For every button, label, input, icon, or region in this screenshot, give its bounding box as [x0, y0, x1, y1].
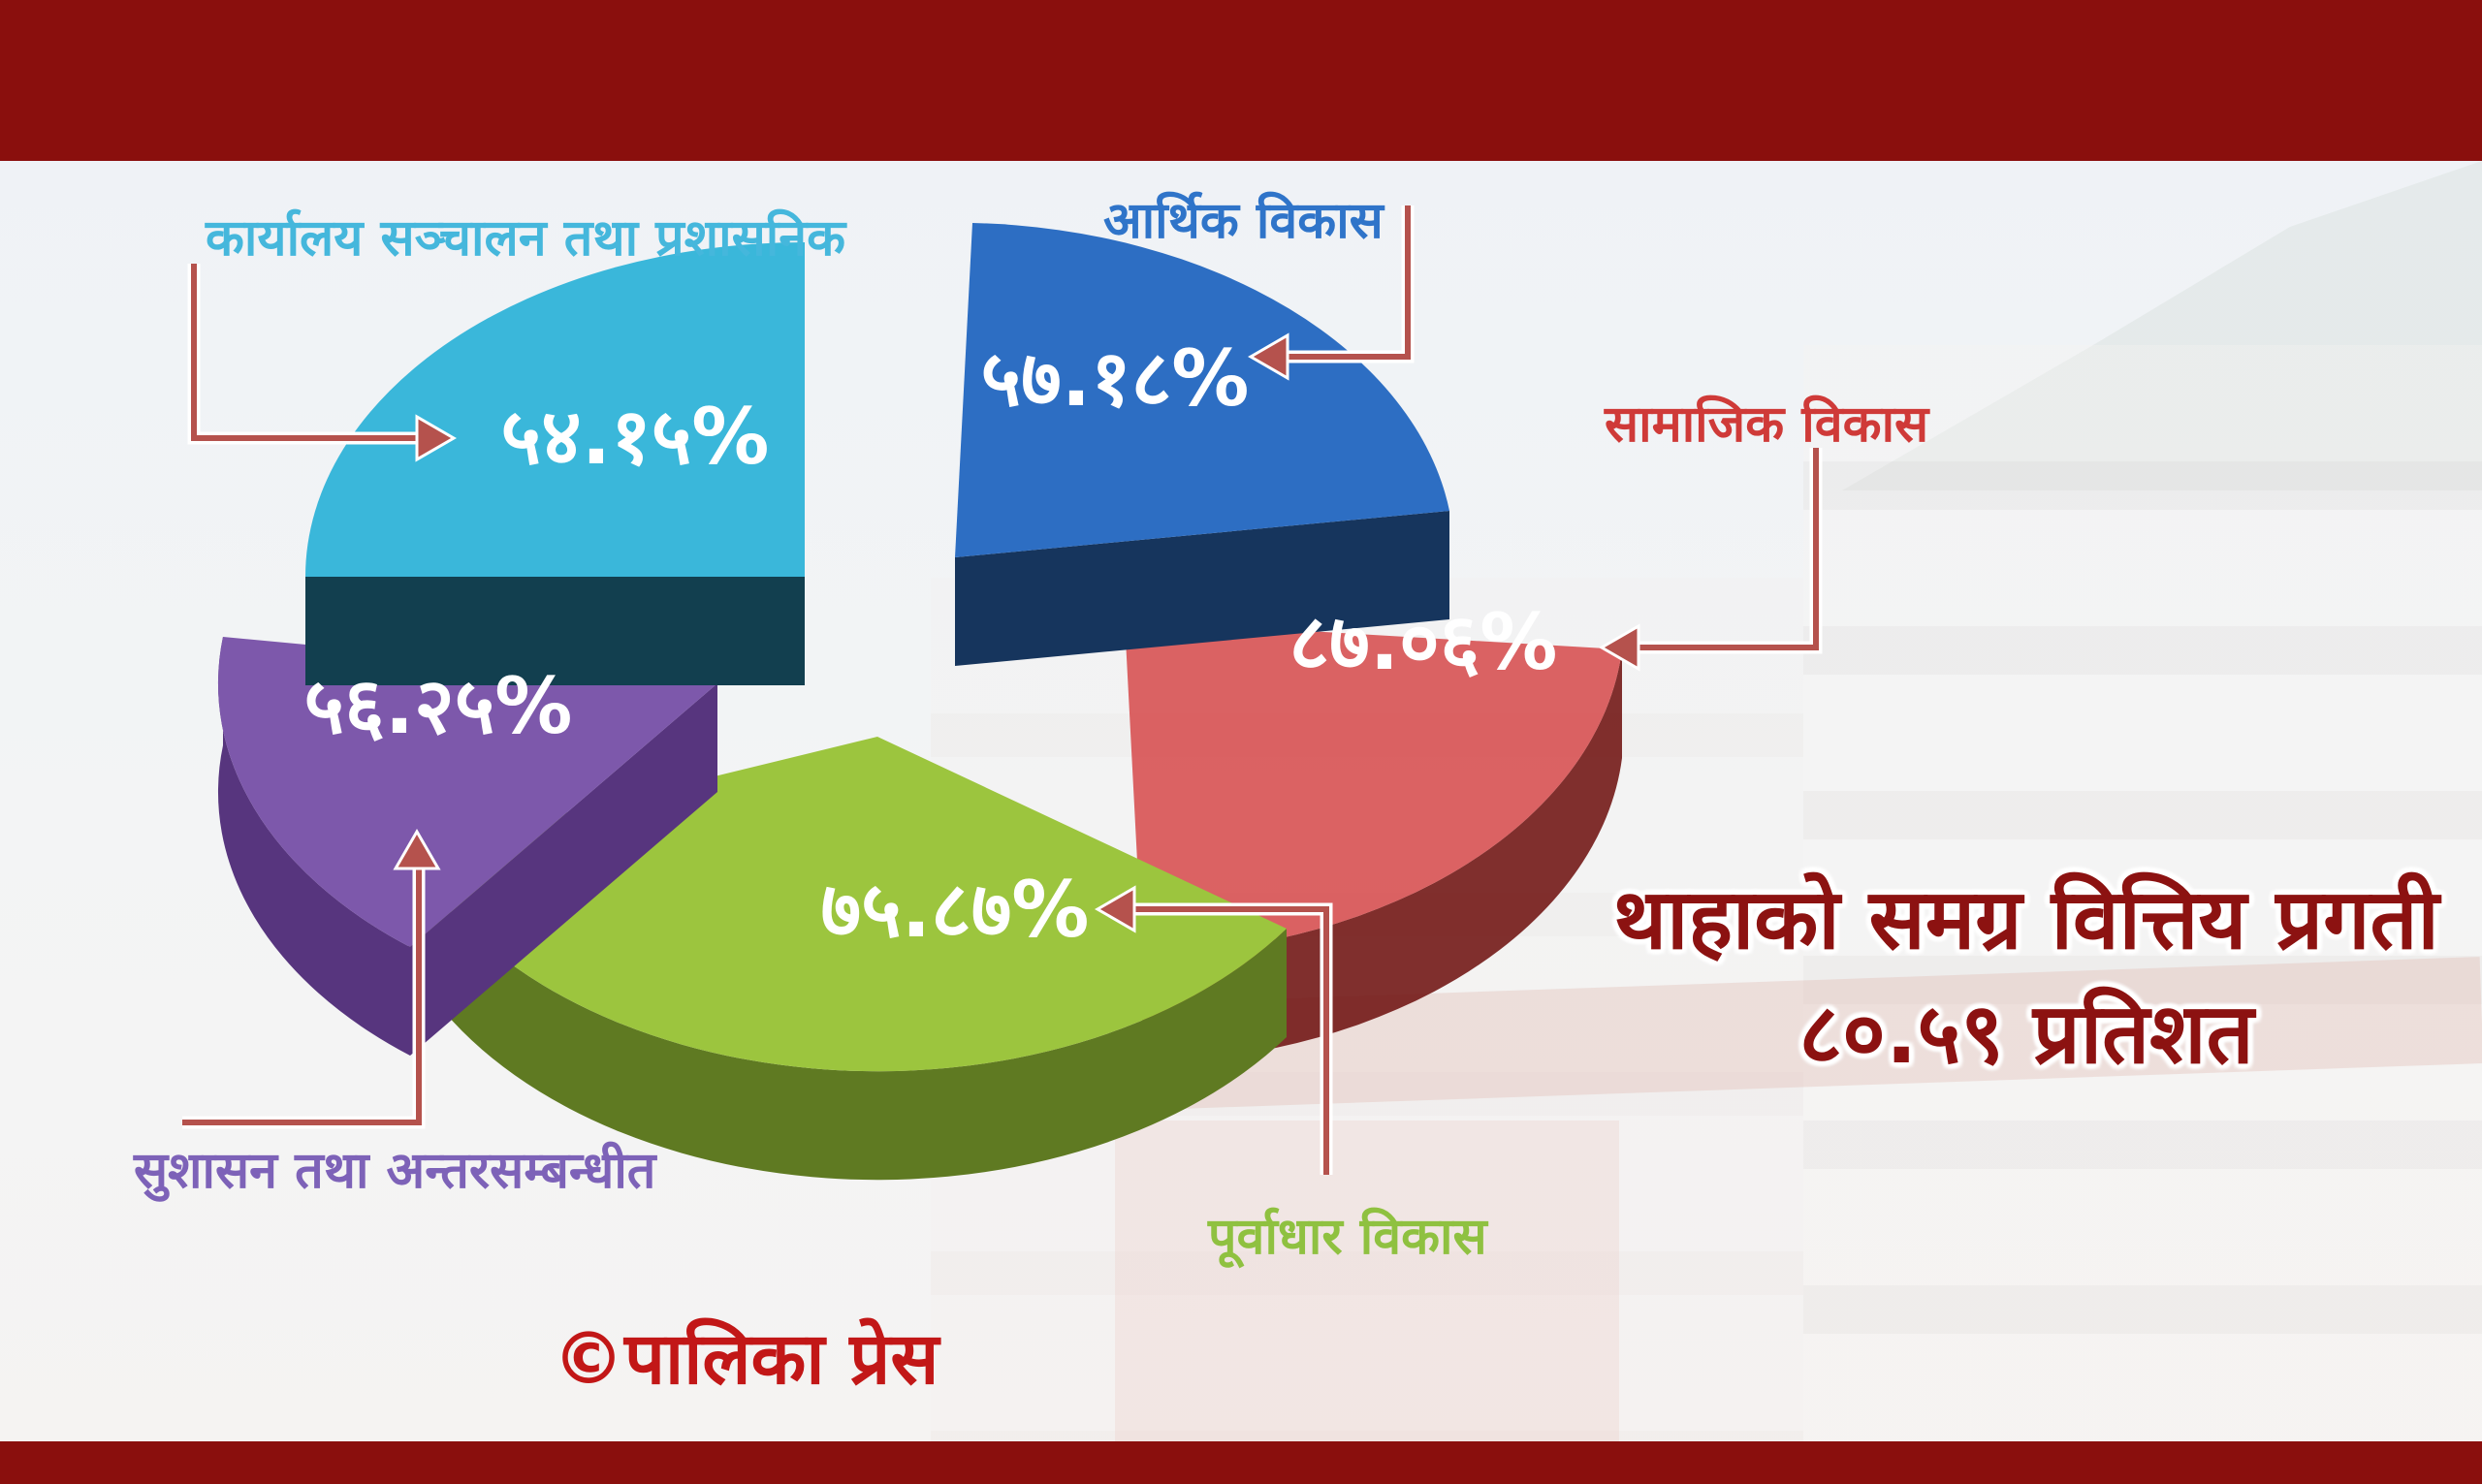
top-maroon-band	[0, 0, 2482, 161]
pie-slice-governance-top	[217, 637, 718, 947]
pie-slice-economic-side	[955, 511, 1449, 666]
callout-office-administration: कार्यालय सञ्चालन तथा प्रशासनिक	[206, 209, 846, 268]
arrow-left-icon	[1599, 623, 1640, 672]
leader-good-governance	[182, 829, 441, 1129]
arrow-left-icon	[1095, 885, 1136, 933]
pie-slice-office-side	[305, 577, 805, 685]
leader-economic-development	[1248, 205, 1415, 381]
value-label-social-development: ८७.०६%	[1289, 597, 1558, 687]
pie-slice-social-top	[1125, 620, 1622, 955]
pie-slice-economic-top	[955, 223, 1449, 557]
arrow-left-icon	[1248, 332, 1289, 381]
pie-slice-good-governance	[217, 637, 718, 1056]
watermark-palika-press: ©पालिका प्रेस	[553, 1317, 939, 1401]
pie-slice-governance-side-edge	[410, 683, 717, 1056]
headline-line2: ८०.५९ प्रतिशत	[1798, 986, 2254, 1083]
pie-slice-infrastructure-side	[408, 851, 1287, 1181]
headline: थाहाको समग्र वित्तिय प्रगती ८०.५९ प्रतिश…	[1580, 863, 2472, 1091]
arrow-right-icon	[415, 414, 457, 462]
callout-social-development: सामाजिक विकास	[1605, 395, 1929, 454]
leader-infrastructure-development	[1095, 885, 1333, 1175]
arrow-up-icon	[393, 829, 441, 870]
leader-social-development	[1599, 448, 1823, 672]
callout-economic-development: आर्थिक विकास	[1103, 192, 1384, 250]
headline-line1: थाहाको समग्र वित्तिय प्रगती	[1613, 871, 2439, 968]
value-label-infrastructure-development: ७५.८७%	[821, 865, 1090, 955]
pie-slice-office-top	[305, 242, 805, 577]
pie-slice-economic-development	[955, 223, 1449, 666]
value-label-office-administration: ५४.१५%	[501, 392, 770, 482]
leader-office-administration	[187, 264, 457, 462]
pie-slice-governance-side-arc	[217, 637, 410, 1056]
value-label-good-governance: ५६.२५%	[304, 661, 573, 751]
callout-infrastructure-development: पूर्वाधार विकास	[1208, 1208, 1487, 1266]
bottom-maroon-band	[0, 1441, 2482, 1484]
value-label-economic-development: ५७.१८%	[981, 333, 1250, 424]
pie-slice-office-administration	[305, 242, 805, 685]
callout-good-governance: सुशासन तथा अन्तरसम्बन्धीत	[134, 1142, 656, 1200]
